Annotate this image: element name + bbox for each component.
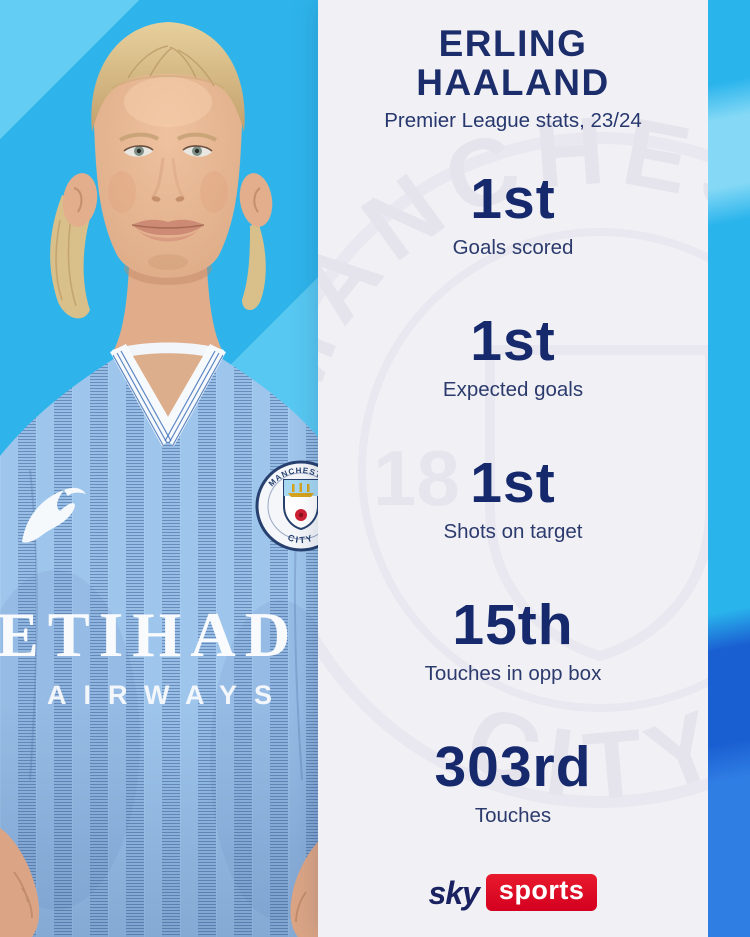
stat-value: 15th — [452, 593, 574, 658]
collar — [110, 342, 226, 446]
right-blue-ribbon — [708, 0, 750, 937]
player-portrait: MANCHESTER CITY ETIHAD AIRWAYS — [0, 22, 330, 937]
player-last-name: HAALAND — [416, 62, 610, 104]
chest-skin — [128, 350, 208, 436]
shirt-sponsor-airways: AIRWAYS — [47, 680, 289, 710]
stat-label: Expected goals — [442, 378, 584, 402]
stat-label: Shots on target — [443, 520, 583, 544]
stat-label: Goals scored — [452, 236, 574, 260]
sports-wordmark-box: sports — [485, 874, 598, 911]
ears — [62, 173, 273, 227]
stats-panel: MANCHESTER CITY 18 ERLING HAALAND Premie… — [318, 0, 708, 937]
subtitle: Premier League stats, 23/24 — [384, 109, 642, 133]
stat-goals-scored: 1st Goals scored — [425, 171, 602, 260]
svg-text:CITY: CITY — [287, 532, 316, 545]
player-first-name: ERLING — [438, 23, 588, 64]
stat-value: 1st — [470, 451, 556, 516]
stats-list: 1st Goals scored 1st Expected goals 1st … — [425, 171, 602, 828]
shirt-sponsor-etihad: ETIHAD — [0, 600, 299, 670]
badge-bottom-text: CITY — [287, 532, 314, 545]
mcfc-badge-icon: MANCHESTER CITY — [255, 460, 330, 552]
hair-back — [50, 195, 266, 319]
stat-label: Touches — [474, 804, 552, 828]
stat-label: Touches in opp box — [424, 662, 602, 686]
stat-touches-opp-box: 15th Touches in opp box — [425, 597, 602, 686]
stat-value: 1st — [470, 309, 556, 374]
stat-value: 303rd — [434, 735, 592, 800]
puma-logo-icon — [22, 487, 86, 543]
stat-touches: 303rd Touches — [425, 739, 602, 828]
stat-shots-on-target: 1st Shots on target — [425, 455, 602, 544]
player-photo-background: MANCHESTER CITY ETIHAD AIRWAYS — [0, 0, 330, 937]
club-badge-watermark-icon: MANCHESTER CITY 18 — [318, 96, 708, 821]
page-title: ERLING HAALAND Premier League stats, 23/… — [384, 0, 642, 133]
sky-wordmark: sky — [428, 874, 480, 911]
shirt — [0, 348, 330, 937]
sports-wordmark: sports — [498, 875, 585, 905]
watermark-year-left: 18 — [373, 434, 460, 522]
sky-sports-logo: sky sports — [429, 874, 598, 911]
head — [91, 22, 245, 278]
stat-value: 1st — [470, 167, 556, 232]
stat-expected-goals: 1st Expected goals — [425, 313, 602, 402]
